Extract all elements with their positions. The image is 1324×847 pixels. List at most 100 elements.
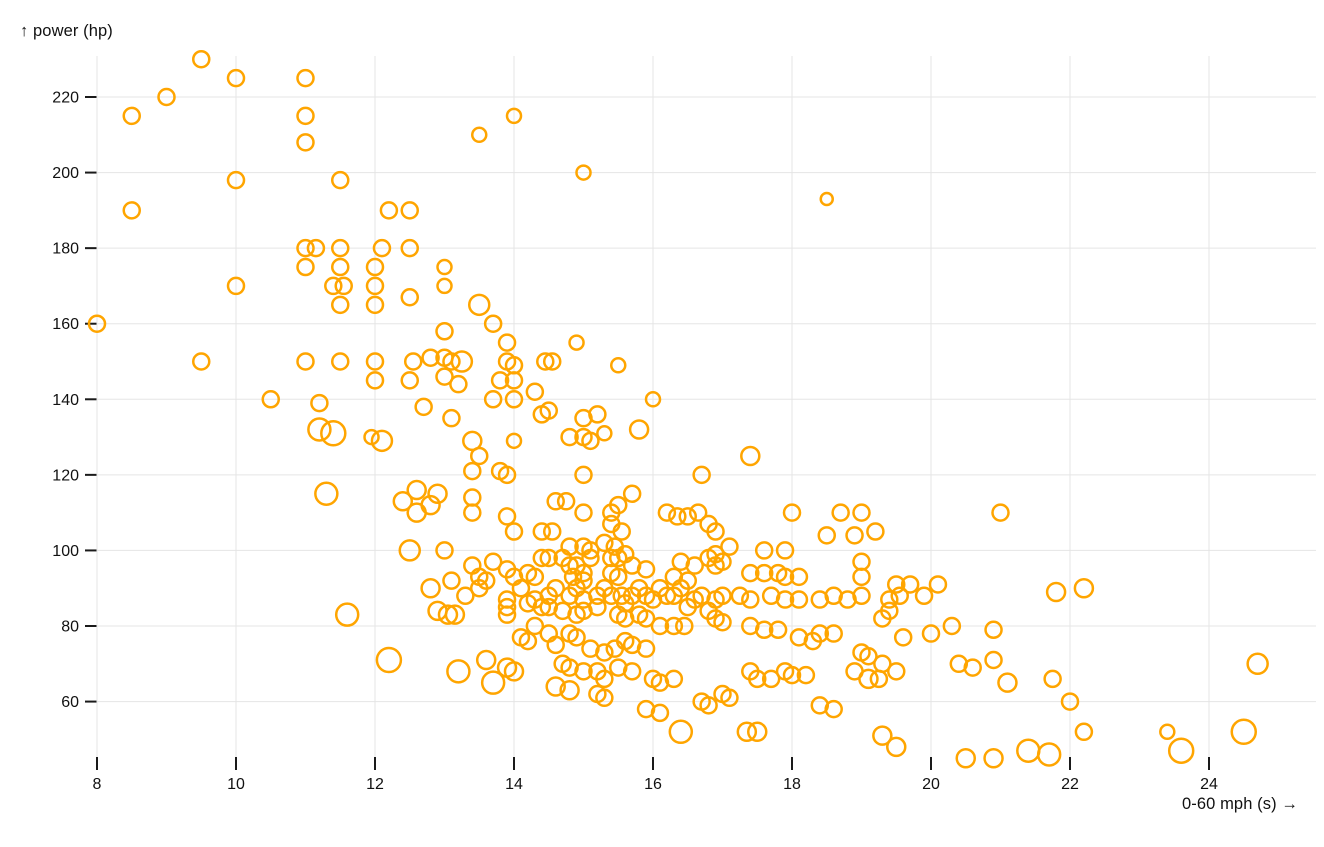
x-tick-label: 12 xyxy=(366,776,384,793)
data-point xyxy=(310,393,329,413)
data-point xyxy=(545,676,566,697)
x-tick-label: 22 xyxy=(1061,776,1079,793)
data-point xyxy=(87,314,107,333)
data-point xyxy=(497,465,517,485)
data-point xyxy=(400,238,419,258)
data-point xyxy=(685,556,704,575)
data-point xyxy=(664,669,684,689)
data-point xyxy=(678,597,697,617)
data-point xyxy=(609,495,628,515)
data-point xyxy=(866,522,885,541)
data-point xyxy=(668,719,694,745)
data-point xyxy=(471,126,488,144)
data-point xyxy=(1159,723,1176,741)
data-point xyxy=(612,522,631,541)
data-point xyxy=(365,371,385,390)
data-point xyxy=(595,688,614,708)
data-point xyxy=(852,567,871,587)
data-point xyxy=(331,295,350,315)
data-point xyxy=(622,662,642,681)
data-point xyxy=(963,658,982,677)
y-tick-label: 140 xyxy=(52,392,79,409)
data-point xyxy=(480,670,506,695)
data-point xyxy=(436,258,453,276)
data-point xyxy=(568,334,585,351)
data-point xyxy=(873,654,892,674)
data-point xyxy=(296,133,315,152)
data-point xyxy=(442,352,461,371)
data-point xyxy=(692,465,711,485)
data-point xyxy=(563,567,583,587)
data-point xyxy=(942,616,962,636)
data-point xyxy=(560,556,579,575)
data-point xyxy=(859,646,878,666)
data-point xyxy=(595,643,614,662)
data-point xyxy=(575,164,592,181)
data-point xyxy=(542,352,562,371)
data-point xyxy=(427,600,448,622)
data-point xyxy=(775,541,795,560)
data-point xyxy=(400,288,419,307)
data-point xyxy=(331,170,350,190)
data-point xyxy=(824,624,843,643)
data-point xyxy=(450,350,474,373)
data-point xyxy=(525,616,545,636)
data-point xyxy=(372,238,392,258)
data-point xyxy=(817,526,836,545)
data-point xyxy=(650,616,670,636)
data-point xyxy=(483,390,503,409)
data-point xyxy=(588,405,607,424)
data-point xyxy=(532,522,552,541)
data-point xyxy=(900,575,920,594)
data-point xyxy=(532,405,552,424)
data-point xyxy=(483,314,503,333)
data-point xyxy=(436,277,453,295)
data-point xyxy=(845,526,864,545)
data-point xyxy=(782,503,802,522)
data-point xyxy=(567,628,586,647)
data-point xyxy=(226,170,246,190)
x-tick-label: 18 xyxy=(783,776,801,793)
data-point xyxy=(532,548,552,568)
data-point xyxy=(991,503,1010,522)
data-point xyxy=(657,586,677,606)
data-point xyxy=(852,503,871,522)
data-point xyxy=(427,483,448,505)
x-tick-label: 16 xyxy=(644,776,662,793)
data-point xyxy=(446,659,471,684)
data-point xyxy=(748,669,767,689)
data-point xyxy=(588,597,607,617)
y-tick-label: 100 xyxy=(52,543,79,560)
data-point xyxy=(463,488,482,507)
data-point xyxy=(505,432,523,450)
data-point xyxy=(602,586,621,606)
data-point xyxy=(955,748,976,769)
data-point xyxy=(365,276,385,296)
data-point xyxy=(668,507,687,526)
data-point xyxy=(984,650,1003,670)
data-point xyxy=(497,507,517,526)
data-point xyxy=(736,721,758,743)
data-point xyxy=(504,371,524,390)
data-point xyxy=(644,391,662,408)
data-point xyxy=(754,620,774,640)
data-point xyxy=(504,522,524,541)
data-point xyxy=(595,669,614,689)
data-point xyxy=(456,586,475,606)
data-point xyxy=(824,699,843,719)
data-point xyxy=(122,201,141,220)
data-point xyxy=(476,571,496,590)
data-point xyxy=(747,721,768,743)
data-point xyxy=(192,352,211,371)
data-point xyxy=(720,537,739,556)
data-point xyxy=(880,601,899,621)
data-point xyxy=(122,106,141,126)
data-point xyxy=(468,293,491,317)
data-point xyxy=(296,238,315,258)
data-point xyxy=(610,357,627,374)
data-point xyxy=(157,87,176,107)
data-point xyxy=(1073,577,1095,599)
data-point xyxy=(539,548,558,568)
